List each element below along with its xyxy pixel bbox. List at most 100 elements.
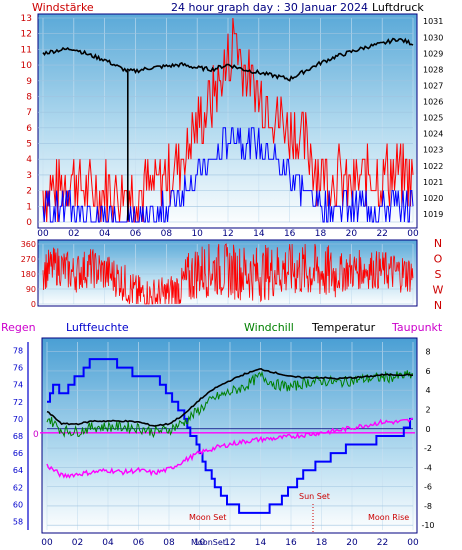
temp-tick-label: -4 <box>424 463 432 472</box>
direction-tick-label: 180 <box>21 270 36 279</box>
x-tick-label: 18 <box>316 538 328 548</box>
wind-tick-label: 1 <box>26 202 32 212</box>
wind-pressure-series <box>42 17 414 223</box>
x-tick-label: 22 <box>376 229 387 239</box>
moon-rise-annotation: Moon Rise <box>368 513 409 522</box>
x-tick-label: 20 <box>346 229 358 239</box>
rain-label: Regen <box>1 321 36 334</box>
x-tick-label: 04 <box>99 229 111 239</box>
direction-tick-label: 360 <box>21 240 36 249</box>
x-tick-label: 10 <box>191 229 203 239</box>
moon-set-annotation: Moon Set <box>189 513 226 522</box>
moon-set-annotation-2: MoonSet <box>191 538 226 547</box>
wind-tick-label: 3 <box>26 171 32 181</box>
humidity-tick-label: 78 <box>13 347 23 356</box>
compass-label: N <box>434 237 442 250</box>
temperature-panel <box>41 337 418 534</box>
wind-tick-label: 13 <box>21 14 32 24</box>
pressure-tick-label: 1020 <box>423 194 443 203</box>
direction-tick-label: 90 <box>26 285 36 294</box>
wind-tick-label: 10 <box>21 61 33 71</box>
direction-tick-label: 270 <box>21 255 36 264</box>
temperature-series <box>46 358 414 514</box>
humidity-label: Luftfeuchte <box>66 321 129 334</box>
wind-tick-label: 5 <box>26 140 32 150</box>
wind-tick-label: 2 <box>26 187 32 197</box>
wind-direction-axes: 0 N 90 O 180 S 270 W 360 N <box>21 237 444 312</box>
temperature-series-line <box>46 367 414 427</box>
humidity-tick-label: 70 <box>13 415 23 424</box>
temp-tick-label: -10 <box>421 521 434 530</box>
x-tick-label: 00 <box>407 538 419 548</box>
pressure-tick-label: 1023 <box>423 146 443 155</box>
pressure-tick-label: 1026 <box>423 98 443 107</box>
x-tick-label: 16 <box>284 229 296 239</box>
x-tick-label: 00 <box>407 229 419 239</box>
direction-series-line <box>42 243 414 305</box>
x-tick-label: 02 <box>68 229 79 239</box>
windchill-label: Windchill <box>244 321 294 334</box>
temperature-axes: 00 02 04 06 08 10 12 14 16 18 20 22 0058606264666870… <box>13 342 435 548</box>
pressure-tick-label: 1022 <box>423 162 443 171</box>
pressure-axis-title: Luftdruck <box>372 1 424 14</box>
temp-tick-label: -6 <box>424 483 432 492</box>
sun-set-annotation: Sun Set <box>299 492 330 501</box>
x-tick-label: 00 <box>41 538 53 548</box>
wind-tick-label: 11 <box>21 45 32 55</box>
humidity-tick-label: 76 <box>13 364 23 373</box>
x-tick-label: 16 <box>285 538 297 548</box>
x-tick-label: 06 <box>133 538 145 548</box>
x-tick-label: 10 <box>194 538 206 548</box>
wind-tick-label: 0 <box>26 218 32 228</box>
wind-direction-series <box>42 243 414 305</box>
temp-tick-label: 0 <box>425 425 430 434</box>
wind-tick-label: 9 <box>26 77 32 87</box>
rain-zero-label: 0 <box>33 430 39 440</box>
direction-tick-label: 0 <box>31 300 36 309</box>
humidity-tick-label: 72 <box>13 398 23 407</box>
pressure-tick-label: 1027 <box>423 81 443 90</box>
humidity-tick-label: 62 <box>13 483 23 492</box>
x-tick-label: 06 <box>130 229 142 239</box>
pressure-tick-label: 1019 <box>423 210 443 219</box>
x-tick-label: 12 <box>222 229 233 239</box>
pressure-tick-label: 1030 <box>423 33 443 42</box>
temp-tick-label: 8 <box>425 348 430 357</box>
x-tick-label: 00 <box>37 229 49 239</box>
wind-tick-label: 8 <box>26 92 32 102</box>
dewpoint-series-line <box>46 417 414 479</box>
temp-tick-label: 2 <box>425 405 430 414</box>
x-tick-label: 14 <box>253 229 265 239</box>
pressure-tick-label: 1024 <box>423 130 443 139</box>
compass-label: S <box>435 268 442 281</box>
x-tick-label: 18 <box>315 229 327 239</box>
pressure-tick-label: 1029 <box>423 49 443 58</box>
wind-tick-label: 12 <box>21 30 32 40</box>
wind-tick-label: 4 <box>26 155 32 165</box>
graph-title: 24 hour graph day : 30 Januar 2024 <box>171 1 368 14</box>
pressure-tick-label: 1028 <box>423 65 443 74</box>
humidity-tick-label: 66 <box>13 449 23 458</box>
wind-tick-label: 6 <box>26 124 32 134</box>
humidity-tick-label: 64 <box>13 466 23 475</box>
compass-label: W <box>433 284 444 297</box>
x-tick-label: 12 <box>224 538 235 548</box>
pressure-series-line <box>42 37 414 82</box>
x-tick-label: 02 <box>72 538 83 548</box>
pressure-tick-label: 1021 <box>423 178 443 187</box>
humidity-tick-label: 58 <box>13 517 23 526</box>
wind-axis-title: Windstärke <box>32 1 94 14</box>
humidity-tick-label: 60 <box>13 500 23 509</box>
humidity-tick-label: 68 <box>13 432 23 441</box>
x-tick-label: 20 <box>346 538 358 548</box>
compass-label: N <box>434 299 442 312</box>
temp-tick-label: 6 <box>425 367 430 376</box>
temp-tick-label: -8 <box>424 502 432 511</box>
x-tick-label: 08 <box>161 229 173 239</box>
pressure-tick-label: 1025 <box>423 114 443 123</box>
wind-series-line <box>42 127 414 223</box>
compass-label: O <box>434 253 443 266</box>
x-tick-label: 04 <box>102 538 114 548</box>
humidity-tick-label: 74 <box>13 381 23 390</box>
